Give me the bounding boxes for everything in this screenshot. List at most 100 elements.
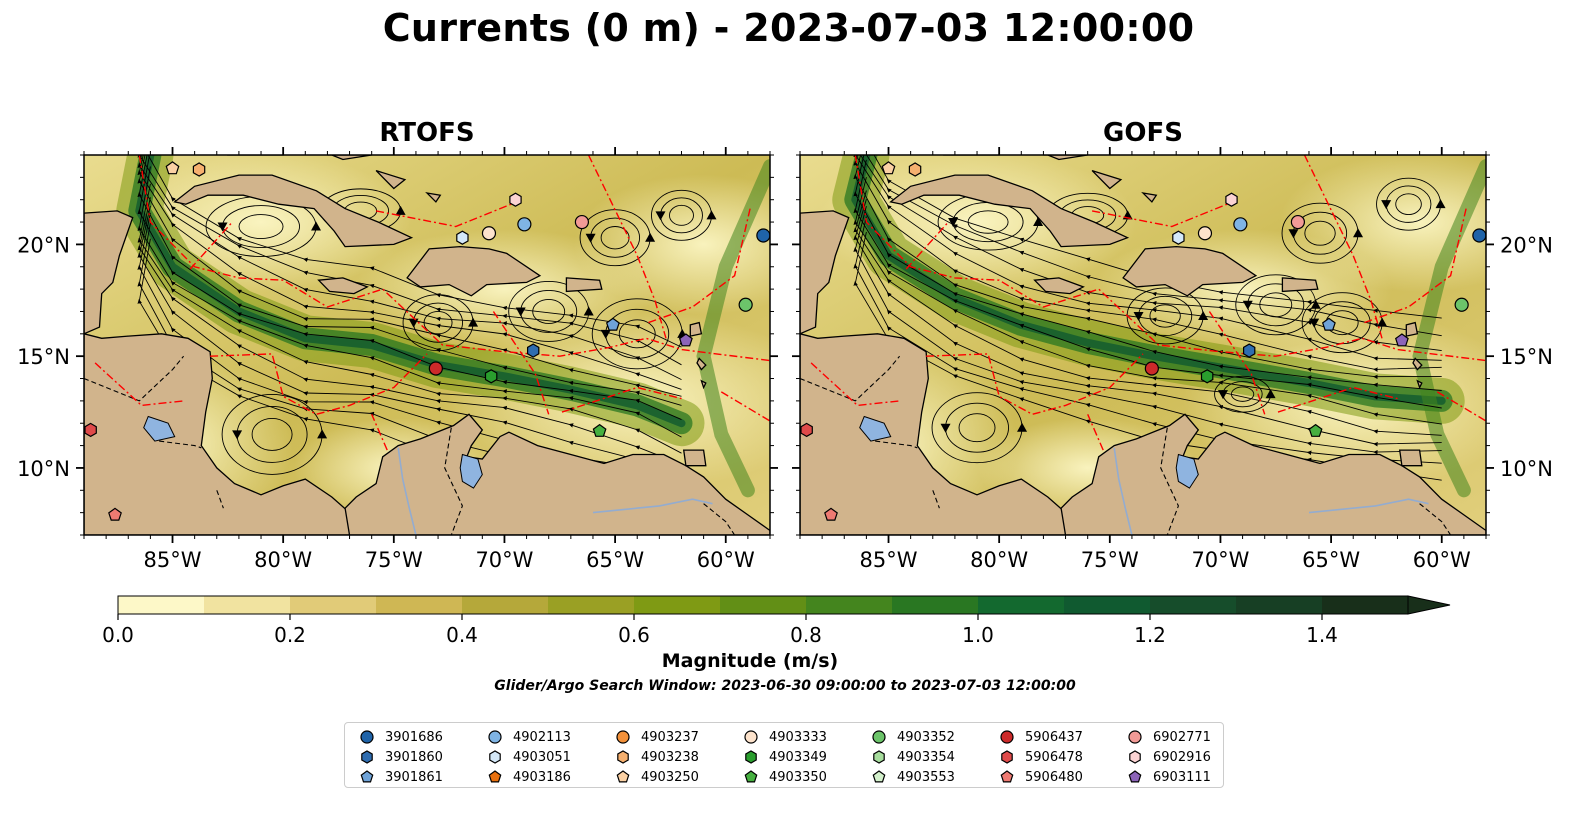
float-marker-3901686 xyxy=(756,228,770,243)
colorbar-bin xyxy=(892,596,979,614)
lon-tick-label: 70°W xyxy=(475,548,533,572)
legend-item: 4903333 xyxy=(743,727,827,747)
pentagon-marker-icon xyxy=(488,770,502,783)
colorbar-bin xyxy=(1322,596,1409,614)
hexagon-marker-icon xyxy=(489,750,501,764)
legend-item: 6903111 xyxy=(1127,767,1211,787)
legend-item: 5906478 xyxy=(999,747,1083,767)
float-marker-6902916 xyxy=(1225,192,1238,207)
figure-title: Currents (0 m) - 2023-07-03 12:00:00 xyxy=(382,6,1195,50)
float-marker-6903111 xyxy=(678,333,693,347)
colorbar-bin xyxy=(204,596,291,614)
legend-label: 4903051 xyxy=(513,749,571,765)
pentagon-marker-icon xyxy=(616,770,630,783)
colorbar-bin xyxy=(290,596,377,614)
legend-label: 3901861 xyxy=(385,769,443,785)
circle-marker-icon xyxy=(360,730,374,744)
colorbar-tick-label: 0.4 xyxy=(446,623,478,647)
float-marker-4903333 xyxy=(1197,226,1213,241)
float-marker-6902771 xyxy=(1290,214,1306,230)
legend-label: 4903354 xyxy=(897,749,955,765)
float-marker-4903350 xyxy=(592,423,607,437)
legend-label: 5906480 xyxy=(1025,769,1083,785)
float-marker-4903352 xyxy=(1454,297,1469,312)
lon-tick-label: 60°W xyxy=(1413,548,1471,572)
circle-marker-icon xyxy=(872,730,886,744)
pentagon-marker-icon xyxy=(872,770,886,783)
float-marker-4902113 xyxy=(517,217,532,232)
pentagon-marker-icon xyxy=(1128,770,1142,783)
legend-item: 4903350 xyxy=(743,767,827,787)
circle-marker-icon xyxy=(1000,730,1014,744)
legend-item: 4903237 xyxy=(615,727,699,747)
float-marker-4903238 xyxy=(192,162,206,177)
panel-title-rtofs: RTOFS xyxy=(379,118,475,148)
legend-label: 4903349 xyxy=(769,749,827,765)
legend-item: 6902916 xyxy=(1127,747,1211,767)
legend-label: 6903111 xyxy=(1153,769,1211,785)
float-marker-4903238 xyxy=(908,162,922,177)
colorbar-bin xyxy=(548,596,635,614)
legend-label: 6902771 xyxy=(1153,729,1211,745)
float-marker-4903349 xyxy=(484,369,498,384)
legend-item: 3901861 xyxy=(359,767,443,787)
legend-label: 4902113 xyxy=(513,729,571,745)
lon-tick-label: 85°W xyxy=(860,548,918,572)
colorbar-extend-arrow xyxy=(1407,595,1451,615)
lat-tick-label: 15°N xyxy=(17,345,70,369)
colorbar-bin xyxy=(462,596,549,614)
hexagon-marker-icon xyxy=(1129,750,1141,764)
colorbar-bin xyxy=(634,596,721,614)
gofs-map: 85°W 80°W 75°W 70°W 65°W 60°W 20°N 15°N 10°N xyxy=(792,147,1553,572)
lon-tick-label: 65°W xyxy=(586,548,644,572)
circle-marker-icon xyxy=(1128,730,1142,744)
map-frame xyxy=(83,154,771,536)
legend-label: 4903186 xyxy=(513,769,571,785)
rtofs-map: 85°W 80°W 75°W 70°W 65°W 60°W 20°N 15°N 10°N xyxy=(17,147,778,572)
float-marker-4903349 xyxy=(1200,369,1214,384)
colorbar-tick-label: 1.2 xyxy=(1134,623,1166,647)
legend-label: 4903250 xyxy=(641,769,699,785)
float-marker-6902771 xyxy=(574,214,590,230)
legend-label: 4903553 xyxy=(897,769,955,785)
panel-title-gofs: GOFS xyxy=(1103,118,1183,148)
lat-tick-label: 20°N xyxy=(17,233,70,257)
float-marker-3901686 xyxy=(1472,228,1486,243)
legend-item: 4903250 xyxy=(615,767,699,787)
float-marker-4903250 xyxy=(165,161,180,175)
legend-label: 4903352 xyxy=(897,729,955,745)
pentagon-marker-icon xyxy=(1000,770,1014,783)
lon-tick-label: 75°W xyxy=(365,548,423,572)
colorbar: 0.0 0.2 0.4 0.6 0.8 1.0 1.2 1.4 xyxy=(102,595,1451,647)
legend-item: 4903051 xyxy=(487,747,571,767)
hexagon-marker-icon xyxy=(361,750,373,764)
legend-item: 4903186 xyxy=(487,767,571,787)
circle-marker-icon xyxy=(616,730,630,744)
hexagon-marker-icon xyxy=(745,750,757,764)
colorbar-tick-label: 1.4 xyxy=(1306,623,1338,647)
float-marker-6902916 xyxy=(509,192,522,207)
legend-label: 6902916 xyxy=(1153,749,1211,765)
colorbar-tick-label: 0.8 xyxy=(790,623,822,647)
float-marker-4903352 xyxy=(738,297,753,312)
colorbar-bin xyxy=(376,596,463,614)
colorbar-tick-label: 0.6 xyxy=(618,623,650,647)
legend-item: 3901686 xyxy=(359,727,443,747)
lat-tick-label: 10°N xyxy=(1500,457,1553,481)
lon-tick-label: 85°W xyxy=(144,548,202,572)
float-marker-4902113 xyxy=(1233,217,1248,232)
legend-item: 4902113 xyxy=(487,727,571,747)
legend-item: 6902771 xyxy=(1127,727,1211,747)
colorbar-bin xyxy=(806,596,893,614)
circle-marker-icon xyxy=(744,730,758,744)
colorbar-bin xyxy=(720,596,807,614)
float-marker-5906437 xyxy=(428,361,443,376)
legend-item: 4903238 xyxy=(615,747,699,767)
legend-label: 5906478 xyxy=(1025,749,1083,765)
legend-item: 4903553 xyxy=(871,767,955,787)
hexagon-marker-icon xyxy=(617,750,629,764)
pentagon-marker-icon xyxy=(744,770,758,783)
lat-tick-label: 20°N xyxy=(1500,233,1553,257)
colorbar-bin xyxy=(978,596,1065,614)
float-marker-4903250 xyxy=(881,161,896,175)
